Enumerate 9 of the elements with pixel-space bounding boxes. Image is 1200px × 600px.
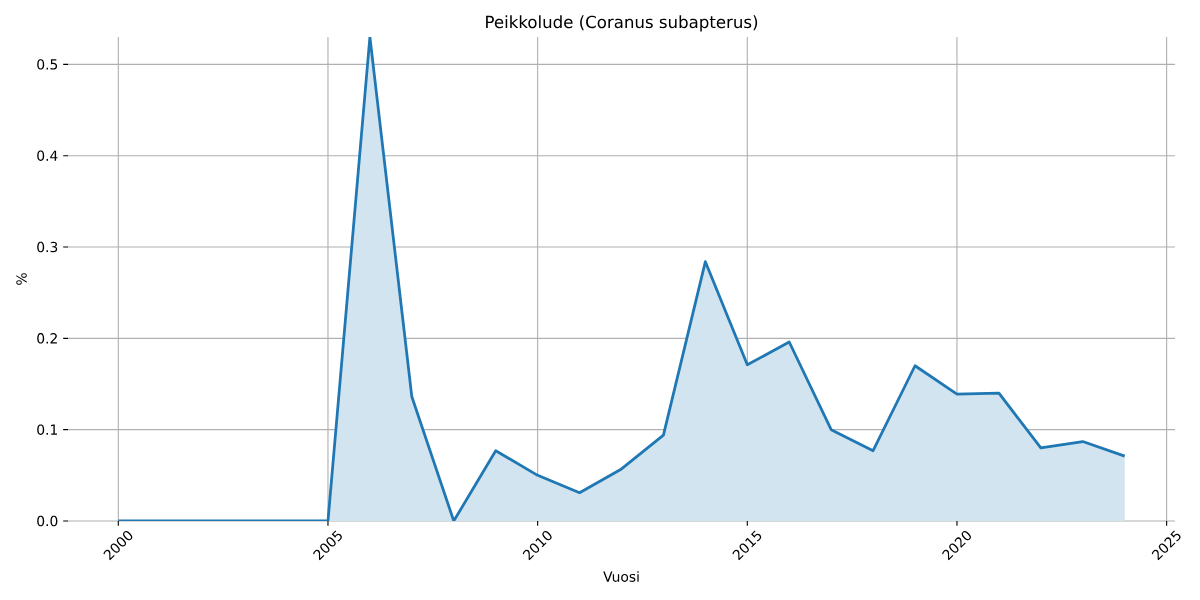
y-tick-label: 0.0 [37,515,58,527]
y-tick-label: 0.4 [37,150,58,161]
x-axis-title: Vuosi [603,571,639,582]
chart-title: Peikkolude (Coranus subapterus) [486,15,758,32]
y-tick-label: 0.1 [37,424,58,435]
y-tick-label: 0.3 [37,241,58,253]
y-tick-label: 0.2 [37,333,57,344]
y-axis-title: % [16,273,27,285]
y-tick-label: 0.5 [37,59,58,70]
